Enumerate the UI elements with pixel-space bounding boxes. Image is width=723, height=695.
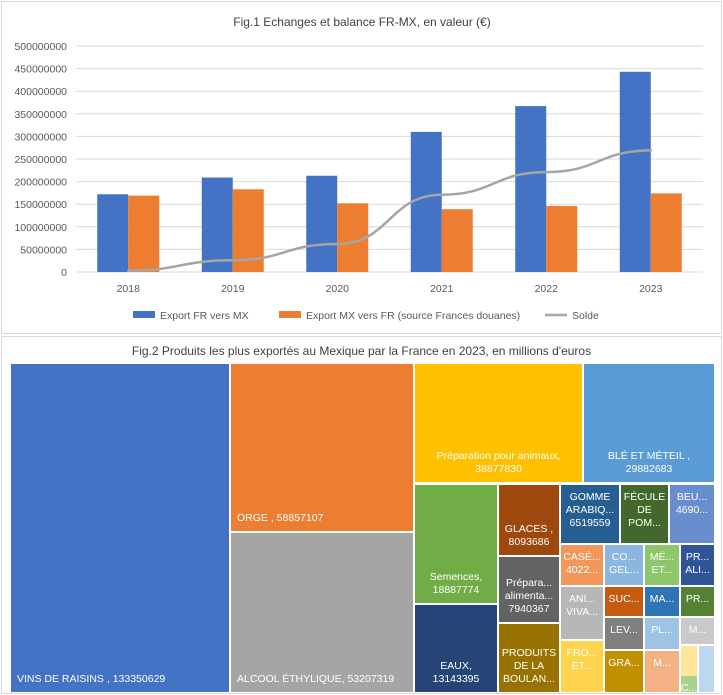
treemap-cell-label: EAUX, 13143395 (432, 660, 480, 685)
treemap-cell: GOMME ARABIQ... 6519559 (561, 485, 619, 543)
y-tick-label: 200000000 (14, 177, 67, 189)
treemap-cell: SUC... (605, 587, 643, 616)
treemap-cell (699, 646, 714, 692)
line-series-solde (127, 149, 652, 272)
y-tick-label: 0 (61, 267, 67, 279)
x-tick-label: 2018 (117, 283, 141, 295)
treemap-cell: PR... (681, 587, 714, 616)
x-tick-label: 2023 (639, 283, 663, 295)
treemap-cell-label: C... (681, 682, 697, 692)
chart-title: Fig.1 Echanges et balance FR-MX, en vale… (233, 15, 490, 29)
treemap-cell: LEV... (605, 618, 643, 649)
treemap-cell: C... (681, 676, 697, 692)
bar-export-mx-fr-2022 (546, 206, 578, 272)
y-tick-label: 300000000 (14, 131, 67, 143)
legend-swatch (133, 311, 155, 318)
treemap-cell: FÉCULE DE POM... (621, 485, 668, 543)
treemap-cell: BEU... 4690... (670, 485, 714, 543)
treemap-cell-label: BEU... 4690... (675, 491, 709, 516)
treemap-cell-label: GLACES , 8093686 (504, 523, 554, 548)
y-tick-label: 50000000 (20, 244, 67, 256)
figure-1-panel: Fig.1 Echanges et balance FR-MX, en vale… (1, 1, 722, 334)
treemap-cell: VINS DE RAISINS , 133350629 (11, 364, 229, 692)
treemap-cell: GRA... (605, 651, 643, 692)
treemap-cell-label: PRODUITS DE LA BOULAN... (501, 647, 557, 685)
treemap-cell-label: PR... (685, 593, 710, 605)
treemap-cell-label: M... (653, 657, 671, 669)
x-tick-label: 2020 (326, 283, 350, 295)
bar-export-mx-fr-2018 (128, 195, 160, 272)
treemap-cell-label: Prépara... alimenta... 7940367 (504, 577, 554, 615)
y-tick-label: 450000000 (14, 64, 67, 76)
bar-export-fr-mx-2021 (410, 131, 442, 272)
bar-line-chart: Fig.1 Echanges et balance FR-MX, en vale… (14, 15, 703, 322)
y-tick-label: 500000000 (14, 41, 67, 53)
x-tick-label: 2022 (535, 283, 559, 295)
treemap: VINS DE RAISINS , 133350629 ORGE , 588571… (11, 364, 714, 692)
treemap-cell-label: CO... GEL... (609, 551, 639, 576)
treemap-cell: M... (681, 618, 714, 644)
treemap-cell-label: PL... (651, 624, 673, 636)
treemap-cell: PRODUITS DE LA BOULAN... (499, 624, 559, 692)
legend-swatch (279, 311, 301, 318)
y-tick-label: 350000000 (14, 109, 67, 121)
treemap-cell-label: VINS DE RAISINS , 133350629 (17, 673, 166, 685)
y-tick-label: 400000000 (14, 86, 67, 98)
treemap-cell: M... (645, 651, 679, 692)
legend-label: Export FR vers MX (160, 310, 249, 322)
treemap-cell: ORGE , 58857107 (231, 364, 413, 531)
bar-export-fr-mx-2018 (97, 194, 129, 272)
treemap-cell: MÉ... ET... (645, 545, 679, 585)
treemap-cell: BLÉ ET MÉTEIL , 29882683 (584, 364, 714, 482)
treemap-cell: ALCOOL ÉTHYLIQUE, 53207319 (231, 533, 413, 692)
treemap-cell-label: M... (688, 624, 707, 636)
figure-2-panel: Fig.2 Produits les plus exportés au Mexi… (1, 336, 722, 694)
treemap-cell-label: SUC... (608, 593, 640, 605)
treemap-cell-label: GOMME ARABIQ... 6519559 (565, 491, 615, 529)
treemap-cell-label: BLÉ ET MÉTEIL , 29882683 (607, 450, 691, 475)
bar-export-mx-fr-2023 (650, 193, 682, 272)
treemap-cell: Prépara... alimenta... 7940367 (499, 557, 559, 622)
treemap-cell-label: MÉ... ET... (649, 551, 675, 576)
x-tick-label: 2021 (430, 283, 454, 295)
treemap-cell: Préparation pour animaux, 38877830 (415, 364, 582, 482)
bar-export-fr-mx-2019 (201, 177, 233, 272)
treemap-cell: CO... GEL... (605, 545, 643, 585)
treemap-cell: FRO... ET... (561, 641, 603, 692)
treemap-cell: GLACES , 8093686 (499, 485, 559, 555)
treemap-cell-label: Semences, 18887774 (429, 571, 483, 596)
treemap-cell: MA... (645, 587, 679, 616)
treemap-cell: ANI... VIVA... (561, 587, 603, 639)
x-tick-label: 2019 (221, 283, 245, 295)
legend-label: Export MX vers FR (source Frances douane… (306, 310, 520, 322)
treemap-cell: CASÉ... 4022... (561, 545, 603, 585)
y-tick-label: 150000000 (14, 199, 67, 211)
bar-export-fr-mx-2020 (306, 175, 338, 272)
treemap-cell-label: CASÉ... 4022... (563, 551, 601, 576)
y-tick-label: 250000000 (14, 154, 67, 166)
treemap-cell-label: Préparation pour animaux, 38877830 (436, 450, 561, 475)
treemap-cell-label: GRA... (608, 657, 640, 669)
treemap-cell-label: MA... (649, 593, 675, 605)
treemap-title: Fig.2 Produits les plus exportés au Mexi… (131, 344, 592, 358)
treemap-cell-label: PR... ALI... (685, 551, 710, 576)
treemap-cell-label: ALCOOL ÉTHYLIQUE, 53207319 (237, 673, 395, 685)
y-tick-label: 100000000 (14, 222, 67, 234)
bar-export-fr-mx-2022 (515, 106, 547, 272)
treemap-cell: Semences, 18887774 (415, 485, 497, 603)
treemap-cell-label: ANI... VIVA... (566, 593, 598, 618)
treemap-cell: PL... (645, 618, 679, 649)
treemap-cell-label: FRO... ET... (566, 647, 598, 672)
treemap-cell: EAUX, 13143395 (415, 605, 497, 692)
bar-export-fr-mx-2023 (619, 71, 651, 272)
treemap-cell: PR... ALI... (681, 545, 714, 585)
treemap-cell-label: LEV... (610, 624, 638, 636)
legend-label: Solde (572, 310, 599, 322)
bar-export-mx-fr-2021 (441, 209, 473, 272)
treemap-cell-label: FÉCULE DE POM... (623, 491, 666, 529)
treemap-cell-label: ORGE , 58857107 (237, 512, 324, 524)
